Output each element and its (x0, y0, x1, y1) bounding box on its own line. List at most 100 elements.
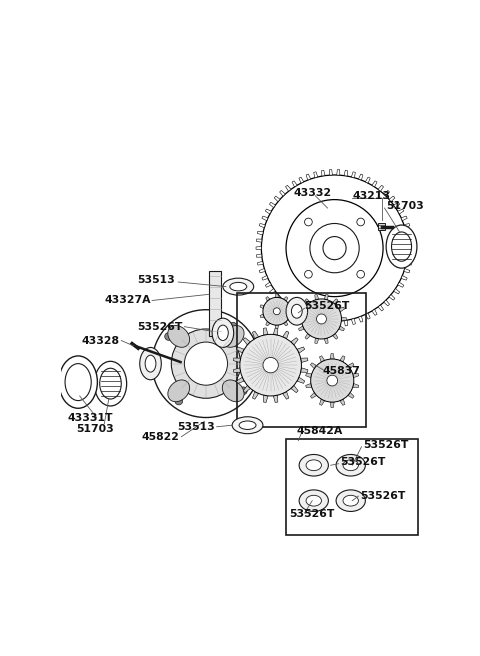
Polygon shape (314, 319, 318, 325)
Polygon shape (237, 347, 244, 353)
Text: 53526T: 53526T (137, 321, 183, 332)
Text: 45822: 45822 (142, 432, 180, 441)
Ellipse shape (299, 490, 328, 512)
Polygon shape (353, 384, 359, 388)
Polygon shape (306, 373, 312, 378)
Ellipse shape (336, 490, 365, 512)
Bar (237, 293, 366, 427)
Circle shape (165, 333, 172, 340)
Polygon shape (269, 202, 276, 207)
Ellipse shape (65, 363, 91, 401)
Polygon shape (389, 196, 395, 201)
Polygon shape (233, 358, 240, 363)
Text: 53526T: 53526T (289, 509, 335, 519)
Polygon shape (333, 298, 338, 304)
Polygon shape (372, 181, 377, 187)
Ellipse shape (230, 282, 247, 291)
Polygon shape (324, 295, 328, 300)
Text: 51703: 51703 (76, 424, 114, 434)
Polygon shape (311, 392, 317, 398)
Bar (286, 439, 419, 535)
Polygon shape (340, 356, 345, 362)
Polygon shape (340, 399, 345, 405)
Polygon shape (389, 295, 395, 300)
Ellipse shape (222, 325, 244, 347)
Polygon shape (378, 185, 384, 192)
Polygon shape (401, 216, 407, 220)
Ellipse shape (168, 380, 190, 401)
Ellipse shape (212, 318, 234, 348)
Polygon shape (265, 209, 271, 214)
Polygon shape (339, 326, 345, 331)
Polygon shape (283, 392, 289, 400)
Polygon shape (315, 295, 319, 300)
Polygon shape (274, 295, 280, 300)
Ellipse shape (306, 460, 322, 470)
Text: 43213: 43213 (352, 191, 390, 201)
Ellipse shape (140, 348, 161, 380)
Text: 53526T: 53526T (363, 440, 408, 450)
Polygon shape (353, 373, 359, 378)
Polygon shape (305, 333, 311, 339)
Circle shape (184, 342, 228, 385)
Text: 53513: 53513 (178, 422, 215, 432)
Polygon shape (299, 313, 304, 319)
Polygon shape (279, 300, 285, 306)
Polygon shape (299, 326, 304, 331)
Polygon shape (275, 325, 278, 329)
Text: 43327A: 43327A (104, 295, 151, 306)
Polygon shape (265, 282, 271, 287)
Polygon shape (291, 338, 298, 345)
Polygon shape (269, 289, 276, 294)
Ellipse shape (336, 455, 365, 476)
Polygon shape (256, 239, 262, 242)
Polygon shape (300, 368, 308, 373)
Polygon shape (266, 321, 270, 326)
Polygon shape (311, 363, 317, 369)
Ellipse shape (343, 495, 359, 506)
Circle shape (301, 299, 341, 339)
Polygon shape (297, 317, 301, 321)
Ellipse shape (299, 455, 328, 476)
Circle shape (263, 297, 291, 325)
Circle shape (229, 322, 237, 330)
Polygon shape (259, 268, 265, 273)
Circle shape (171, 329, 240, 398)
Polygon shape (407, 254, 413, 257)
Polygon shape (264, 328, 268, 335)
Polygon shape (348, 392, 354, 398)
Bar (209, 271, 221, 336)
Polygon shape (289, 314, 294, 318)
Text: 53513: 53513 (137, 276, 175, 285)
Polygon shape (289, 305, 294, 309)
Polygon shape (384, 190, 389, 196)
Text: 45837: 45837 (323, 366, 361, 377)
Circle shape (240, 335, 301, 396)
Circle shape (175, 397, 183, 405)
Polygon shape (257, 261, 263, 265)
Polygon shape (291, 385, 298, 393)
Polygon shape (266, 297, 270, 301)
Polygon shape (324, 338, 328, 344)
Polygon shape (351, 172, 355, 178)
Circle shape (323, 237, 346, 260)
Polygon shape (365, 313, 370, 319)
Ellipse shape (145, 355, 156, 372)
Polygon shape (286, 305, 291, 311)
Circle shape (263, 358, 278, 373)
Text: 45842A: 45842A (296, 426, 342, 436)
Polygon shape (344, 171, 348, 176)
Polygon shape (344, 320, 348, 326)
Polygon shape (292, 310, 297, 316)
Polygon shape (404, 268, 410, 273)
Text: 53526T: 53526T (340, 457, 385, 467)
Polygon shape (320, 399, 324, 405)
Polygon shape (372, 310, 377, 316)
Ellipse shape (222, 380, 244, 401)
Ellipse shape (239, 421, 256, 430)
Ellipse shape (217, 325, 228, 340)
Polygon shape (398, 282, 404, 287)
Polygon shape (314, 172, 318, 178)
Polygon shape (365, 177, 370, 183)
Ellipse shape (245, 352, 262, 376)
